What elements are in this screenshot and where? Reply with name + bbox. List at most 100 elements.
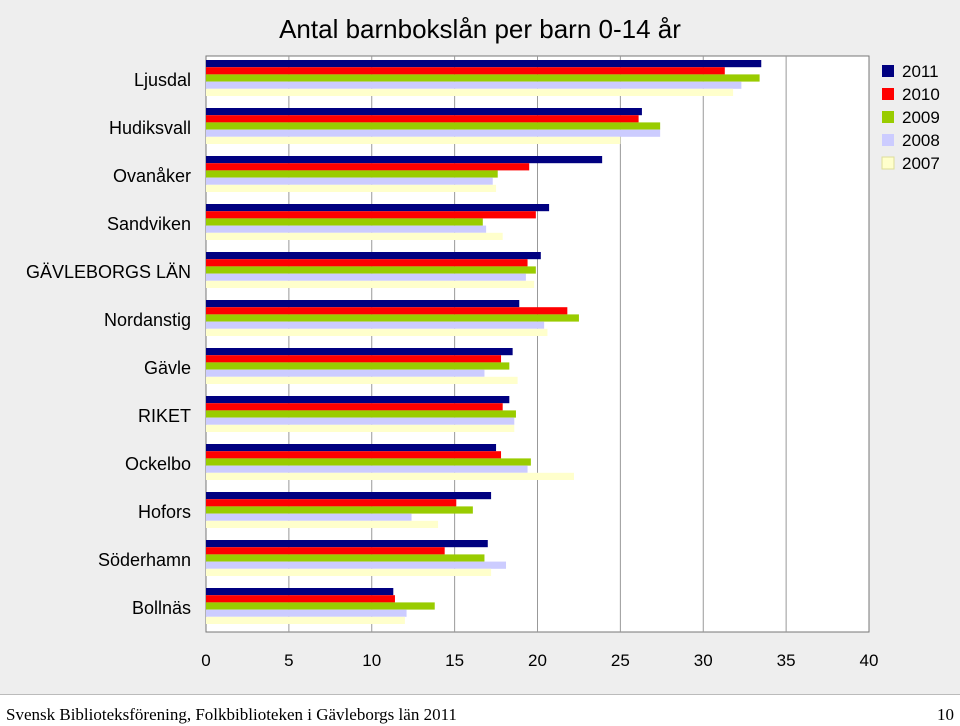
- bar: [206, 355, 502, 363]
- x-tick-label: 10: [362, 651, 381, 670]
- bar: [206, 328, 548, 336]
- bar: [206, 458, 531, 466]
- bar: [206, 314, 579, 322]
- bar: [206, 396, 510, 404]
- bar: [206, 252, 541, 260]
- grid-lines: [288, 56, 787, 632]
- bar: [206, 616, 405, 624]
- bar: [206, 81, 742, 89]
- bar: [206, 129, 661, 137]
- bar: [206, 588, 394, 596]
- legend-label: 2011: [902, 62, 939, 81]
- bar: [206, 568, 492, 576]
- bar: [206, 218, 483, 226]
- bar: [206, 177, 493, 185]
- x-tick-label: 40: [860, 651, 879, 670]
- bar: [206, 547, 445, 555]
- bar: [206, 60, 762, 68]
- bar: [206, 156, 603, 164]
- bar: [206, 376, 518, 384]
- bar: [206, 184, 497, 192]
- bar: [206, 204, 550, 212]
- bar: [206, 348, 513, 356]
- bar: [206, 266, 536, 274]
- x-tick-labels: 0 5 10 15 20 25 30 35 40: [201, 651, 878, 670]
- bar: [206, 232, 503, 240]
- x-tick-label: 30: [694, 651, 713, 670]
- bar: [206, 362, 510, 370]
- bar: [206, 225, 487, 233]
- category-label: Gävle: [144, 358, 191, 378]
- bar: [206, 369, 485, 377]
- bar: [206, 115, 639, 123]
- category-labels: Ljusdal Hudiksvall Ovanåker Sandviken GÄVLEB…: [26, 70, 191, 618]
- legend-label: 2010: [902, 85, 940, 104]
- bar: [206, 492, 492, 500]
- bar: [206, 259, 528, 267]
- bar: [206, 170, 498, 178]
- category-label: Ljusdal: [134, 70, 191, 90]
- bar: [206, 67, 725, 75]
- category-label: Sandviken: [107, 214, 191, 234]
- legend-swatch: [882, 88, 894, 100]
- x-tick-label: 25: [611, 651, 630, 670]
- x-tick-label: 15: [445, 651, 464, 670]
- legend-label: 2009: [902, 108, 940, 127]
- bar: [206, 513, 412, 521]
- category-label: Nordanstig: [104, 310, 191, 330]
- category-label: RIKET: [138, 406, 191, 426]
- x-tick-label: 35: [777, 651, 796, 670]
- category-label: Bollnäs: [132, 598, 191, 618]
- bar: [206, 561, 507, 569]
- category-label: Hofors: [138, 502, 191, 522]
- bar: [206, 410, 516, 418]
- bar: [206, 122, 661, 130]
- bar: [206, 506, 473, 514]
- bar: [206, 403, 503, 411]
- legend-swatch: [882, 134, 894, 146]
- legend-label: 2008: [902, 131, 940, 150]
- bar: [206, 321, 545, 329]
- bar: [206, 520, 439, 528]
- bar: [206, 609, 407, 617]
- page-number: 10: [937, 705, 954, 724]
- category-label: Söderhamn: [98, 550, 191, 570]
- bar: [206, 136, 621, 144]
- bar: [206, 472, 574, 480]
- bar: [206, 74, 760, 82]
- category-label: GÄVLEBORGS LÄN: [26, 262, 191, 282]
- category-label: Hudiksvall: [109, 118, 191, 138]
- legend-swatch: [882, 65, 894, 77]
- bar: [206, 108, 642, 116]
- category-label: Ovanåker: [113, 166, 191, 186]
- bar-chart: Ljusdal Hudiksvall Ovanåker Sandviken GÄVLEB…: [26, 14, 940, 670]
- bar: [206, 88, 734, 96]
- bar: [206, 451, 502, 459]
- footer: Svensk Biblioteksförening, Folkbibliotek…: [0, 694, 960, 726]
- x-tick-label: 20: [528, 651, 547, 670]
- legend-swatch: [882, 111, 894, 123]
- bar: [206, 554, 485, 562]
- bar: [206, 280, 535, 288]
- footer-source: Svensk Biblioteksförening, Folkbibliotek…: [6, 705, 457, 724]
- chart-title: Antal barnbokslån per barn 0-14 år: [279, 14, 681, 44]
- bar: [206, 444, 497, 452]
- x-tick-label: 0: [201, 651, 210, 670]
- bar: [206, 424, 515, 432]
- bar: [206, 211, 536, 219]
- bar: [206, 300, 520, 308]
- bar: [206, 540, 488, 548]
- bar: [206, 499, 457, 507]
- legend-label: 2007: [902, 154, 940, 173]
- bar: [206, 595, 395, 603]
- bar: [206, 465, 528, 473]
- bar: [206, 163, 530, 171]
- category-label: Ockelbo: [125, 454, 191, 474]
- bar: [206, 602, 435, 610]
- bars: [206, 60, 762, 624]
- bar: [206, 307, 568, 315]
- x-tick-label: 5: [284, 651, 293, 670]
- legend-swatch: [881, 156, 895, 170]
- legend: 2011 2010 2009 2008 2007: [881, 62, 940, 173]
- bar: [206, 417, 515, 425]
